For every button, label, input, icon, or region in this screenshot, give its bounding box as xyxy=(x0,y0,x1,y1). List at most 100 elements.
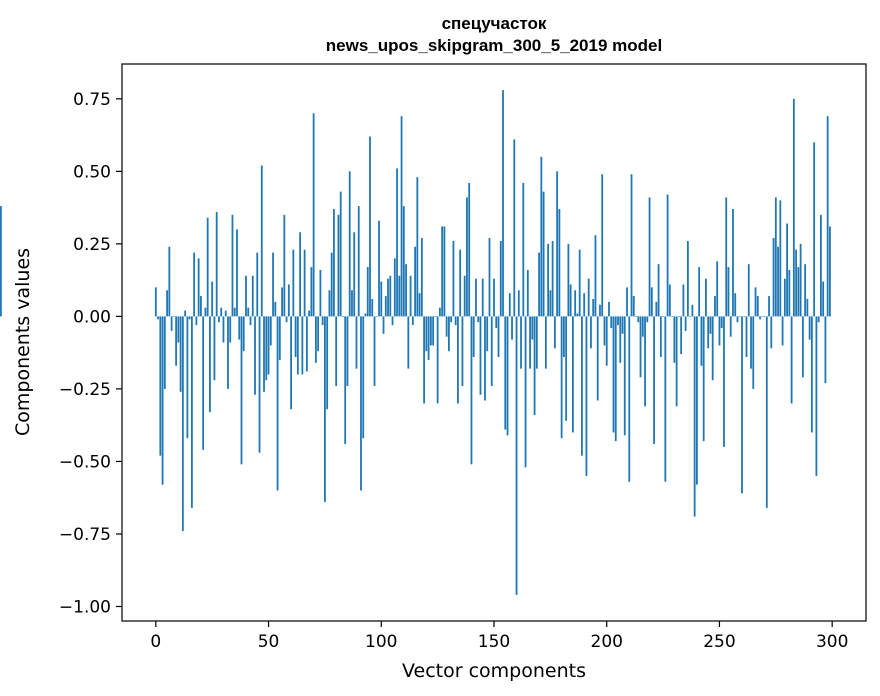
bar-181 xyxy=(562,316,565,357)
bar-42 xyxy=(249,316,252,326)
bar-101 xyxy=(382,316,385,334)
bar-51 xyxy=(269,316,272,346)
bar-12 xyxy=(181,316,184,532)
bar-155 xyxy=(504,316,507,430)
bar-56 xyxy=(281,287,283,317)
bar-248 xyxy=(714,296,716,317)
bar-111 xyxy=(405,264,407,317)
bar-224 xyxy=(659,316,662,357)
bar-223 xyxy=(657,264,660,317)
bar-96 xyxy=(371,298,374,317)
bar-275 xyxy=(774,197,777,317)
bar-129 xyxy=(445,316,448,337)
bar-73 xyxy=(319,269,322,317)
bar-252 xyxy=(723,316,725,447)
bar-178 xyxy=(556,171,559,317)
bar-0 xyxy=(154,287,157,317)
bar-47 xyxy=(260,165,263,317)
bar-225 xyxy=(662,316,664,317)
bar-157 xyxy=(508,293,511,317)
bar-4 xyxy=(163,316,166,389)
y-tick-label--1: −1.00 xyxy=(59,597,111,617)
bar-24 xyxy=(209,316,211,413)
x-tick-label-250: 250 xyxy=(703,632,735,652)
bar-132 xyxy=(452,240,455,317)
bar-54 xyxy=(276,316,279,491)
bar-168 xyxy=(533,316,536,416)
bar-81 xyxy=(337,214,340,317)
bar-6 xyxy=(168,246,171,317)
bar-38 xyxy=(240,316,243,465)
bar-164 xyxy=(524,316,527,468)
bar-27 xyxy=(215,211,218,317)
bar-60 xyxy=(290,316,292,410)
bar-171 xyxy=(540,156,543,317)
bar-134 xyxy=(457,316,459,404)
bar-50 xyxy=(267,316,270,375)
bar-204 xyxy=(614,316,617,442)
bar-95 xyxy=(369,136,371,317)
y-tick-label-0.75: 0.75 xyxy=(73,90,111,110)
bar-166 xyxy=(529,316,531,369)
bar-253 xyxy=(725,197,728,317)
bar-180 xyxy=(560,316,563,439)
bar-64 xyxy=(299,232,302,317)
bar-74 xyxy=(321,316,324,326)
bar-63 xyxy=(296,316,299,375)
bar-88 xyxy=(353,232,356,317)
bar-236 xyxy=(686,240,689,317)
bar-245 xyxy=(707,316,710,349)
bar-234 xyxy=(682,284,685,317)
y-tick-label-0.5: 0.50 xyxy=(73,162,111,182)
bar-163 xyxy=(522,182,525,317)
bar-257 xyxy=(734,293,737,317)
bar-201 xyxy=(608,301,610,317)
bar-131 xyxy=(450,316,453,323)
bar-59 xyxy=(287,284,290,317)
bar-216 xyxy=(641,316,644,337)
bar-161 xyxy=(517,290,520,317)
bar-197 xyxy=(599,304,601,317)
bar-297 xyxy=(824,316,827,384)
bar-68 xyxy=(308,310,311,317)
bar-231 xyxy=(675,316,678,407)
bar-173 xyxy=(544,316,547,369)
bar-78 xyxy=(330,252,333,317)
bar-113 xyxy=(409,275,412,317)
bar-11 xyxy=(179,316,182,392)
bar-5 xyxy=(166,290,168,317)
bar-238 xyxy=(691,304,694,317)
bar-115 xyxy=(414,246,416,317)
bar-65 xyxy=(301,316,304,375)
bar-140 xyxy=(470,316,473,465)
bar-10 xyxy=(177,316,180,343)
bar-138 xyxy=(466,197,468,317)
bar-53 xyxy=(274,301,277,317)
bar-41 xyxy=(247,307,250,317)
bar-220 xyxy=(650,287,653,317)
y-axis-ticks: −1.00 −0.75 −0.50 −0.25 0.00 0.25 0.50 0.75 xyxy=(59,90,122,617)
bar-167 xyxy=(531,316,534,340)
bar-195 xyxy=(594,235,597,317)
bar-71 xyxy=(314,316,317,363)
bar-249 xyxy=(716,261,719,317)
bar-219 xyxy=(648,197,651,317)
bar-175 xyxy=(549,290,552,317)
bar-296 xyxy=(822,281,825,317)
bar-279 xyxy=(783,278,786,317)
bar-222 xyxy=(655,301,658,317)
bar-108 xyxy=(398,275,401,317)
bar-271 xyxy=(765,316,768,508)
bar-215 xyxy=(639,316,642,378)
bar-172 xyxy=(542,191,545,317)
bar-40 xyxy=(245,275,247,317)
bar-145 xyxy=(481,278,484,317)
bar-198 xyxy=(601,174,604,317)
bar-203 xyxy=(612,316,615,433)
bar-153 xyxy=(499,240,502,317)
bar-3 xyxy=(161,316,164,485)
bar-85 xyxy=(346,316,349,387)
bar-76 xyxy=(326,316,329,410)
bar-34 xyxy=(231,214,234,317)
bar-205 xyxy=(617,316,619,326)
